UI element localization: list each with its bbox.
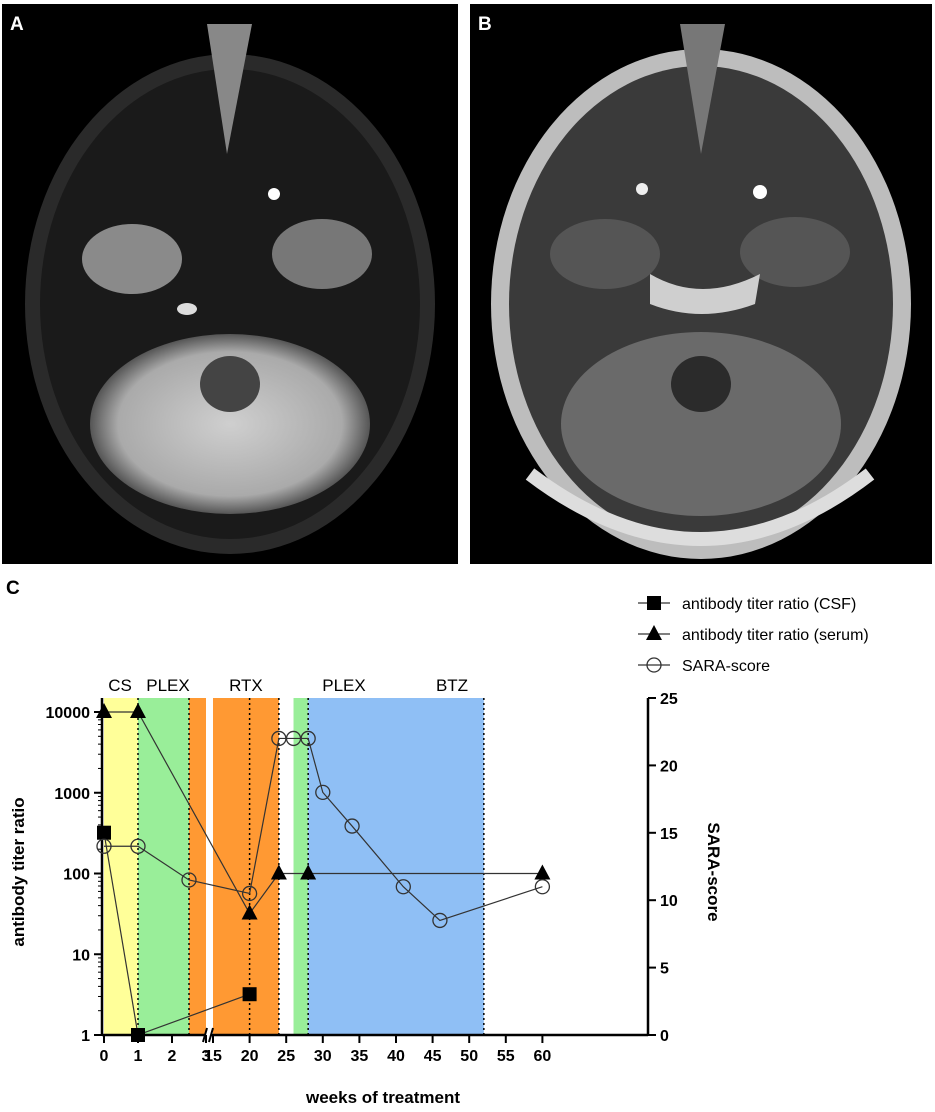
x-tick-label: 20 bbox=[241, 1048, 259, 1065]
treatment-band-4 bbox=[293, 698, 309, 1035]
x-tick-label: 1 bbox=[134, 1048, 143, 1065]
data-point-circle-open bbox=[300, 730, 316, 747]
x-tick-label: 35 bbox=[351, 1048, 369, 1065]
data-point-circle-open bbox=[344, 818, 360, 834]
x-tick-label: 0 bbox=[100, 1048, 109, 1065]
data-point-triangle bbox=[130, 703, 146, 718]
x-tick-label: 30 bbox=[314, 1048, 332, 1065]
right-tick-label: 0 bbox=[660, 1028, 669, 1045]
legend-marker-circle-open bbox=[646, 657, 662, 673]
left-tick-label: 100 bbox=[63, 867, 90, 884]
data-point-square bbox=[97, 825, 111, 840]
dotted-lines bbox=[137, 698, 485, 1035]
treatment-band-5 bbox=[308, 698, 484, 1035]
period-label-3: RTX bbox=[229, 676, 263, 695]
right-tick-label: 10 bbox=[660, 893, 678, 910]
left-tick-label: 1 bbox=[81, 1028, 90, 1045]
data-point-triangle bbox=[96, 703, 112, 718]
data-point-circle-open bbox=[241, 885, 258, 902]
period-label-1: PLEX bbox=[146, 676, 189, 695]
mri-panel-a: A bbox=[2, 4, 458, 564]
x-tick-label: 45 bbox=[424, 1048, 442, 1065]
x-tick-label: 2 bbox=[168, 1048, 177, 1065]
treatment-band-3 bbox=[213, 698, 279, 1035]
legend-entry: antibody titer ratio (CSF) bbox=[682, 596, 856, 613]
right-axis-label: SARA-score bbox=[704, 822, 723, 921]
right-tick-label: 25 bbox=[660, 691, 678, 708]
x-tick-label: 15 bbox=[204, 1048, 222, 1065]
left-axis-label: antibody titer ratio bbox=[9, 797, 28, 946]
x-tick-label: 55 bbox=[497, 1048, 515, 1065]
right-tick-label: 20 bbox=[660, 758, 678, 775]
mri-panel-b: B bbox=[470, 4, 932, 564]
period-label-4: PLEX bbox=[322, 676, 365, 695]
data-point-square bbox=[242, 987, 257, 1002]
mri-image-a bbox=[25, 24, 435, 554]
panel-label-b: B bbox=[478, 14, 492, 35]
left-tick-label: 10 bbox=[72, 947, 90, 964]
data-point-square bbox=[131, 1028, 145, 1042]
left-tick-label: 1000 bbox=[54, 786, 90, 803]
data-point-triangle bbox=[241, 904, 258, 920]
period-labels: CS PLEX RTX PLEX BTZ bbox=[108, 676, 468, 695]
x-tick-label: 25 bbox=[277, 1048, 295, 1065]
legend-entry: SARA-score bbox=[682, 658, 770, 675]
series-line-1 bbox=[104, 711, 543, 915]
left-tick-label: 10000 bbox=[46, 705, 91, 722]
panel-label-c: C bbox=[6, 578, 20, 599]
data-point-triangle bbox=[270, 864, 287, 880]
data-point-circle-open bbox=[395, 879, 411, 895]
legend: antibody titer ratio (CSF) antibody titer… bbox=[638, 596, 869, 675]
data-point-circle-open bbox=[181, 872, 197, 888]
data-point-triangle bbox=[534, 864, 551, 880]
right-tick-label: 5 bbox=[660, 961, 669, 978]
mri-image-b bbox=[491, 24, 911, 559]
x-tick-label: 40 bbox=[387, 1048, 405, 1065]
legend-entry: antibody titer ratio (serum) bbox=[682, 627, 869, 644]
treatment-band-1 bbox=[138, 698, 189, 1035]
data-point-circle-open bbox=[315, 784, 331, 801]
data-point-circle-open bbox=[432, 912, 448, 929]
data-point-circle-open bbox=[130, 838, 146, 854]
period-label-5: BTZ bbox=[436, 676, 468, 695]
x-tick-label: 3 bbox=[202, 1048, 211, 1065]
data-point-triangle bbox=[300, 864, 317, 880]
period-label-0: CS bbox=[108, 676, 132, 695]
x-tick-label: 60 bbox=[534, 1048, 552, 1065]
treatment-band-2 bbox=[189, 698, 206, 1035]
x-tick-label: 50 bbox=[460, 1048, 478, 1065]
x-axis-label: weeks of treatment bbox=[305, 1088, 460, 1107]
legend-marker-square bbox=[647, 596, 661, 610]
data-point-circle-open bbox=[534, 879, 551, 895]
series-markers bbox=[96, 703, 551, 1042]
legend-marker-triangle bbox=[646, 625, 662, 640]
axis-break-mark-2 bbox=[208, 1027, 214, 1043]
data-point-circle-open bbox=[96, 838, 112, 854]
right-tick-label: 15 bbox=[660, 826, 678, 843]
panel-label-a: A bbox=[10, 14, 24, 35]
treatment-bands bbox=[104, 698, 484, 1035]
